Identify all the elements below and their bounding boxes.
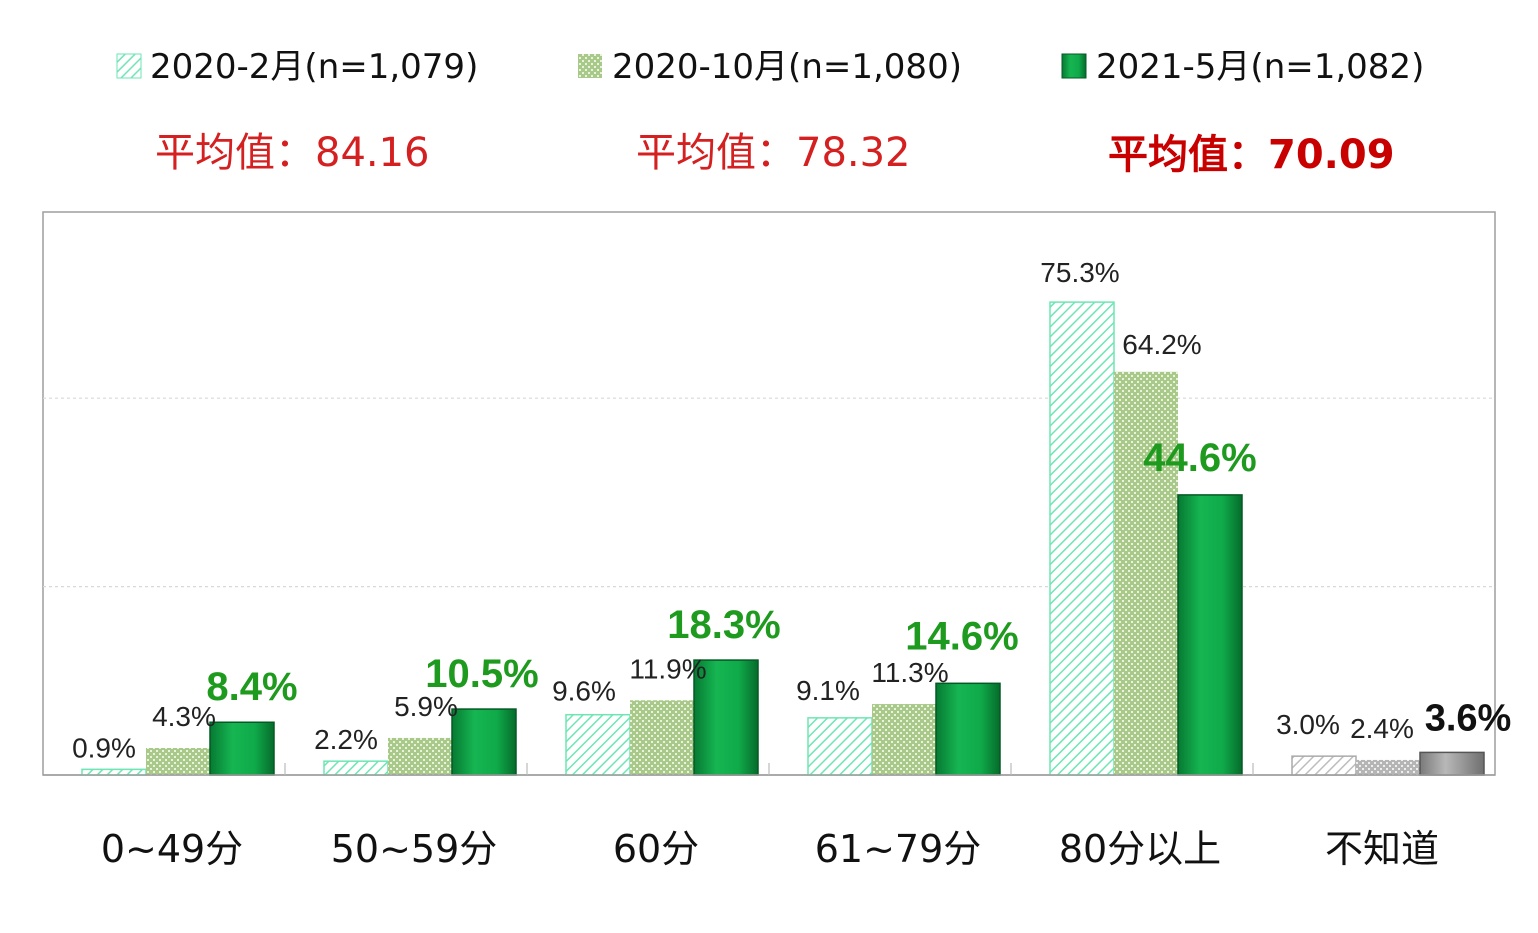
value-label-3-4: 14.6% bbox=[905, 614, 1018, 658]
bars bbox=[81, 301, 1485, 776]
value-label-3-3: 18.3% bbox=[667, 603, 780, 647]
value-label-2-1: 4.3% bbox=[152, 701, 216, 732]
bar-1-3 bbox=[565, 713, 631, 776]
gridlines bbox=[43, 397, 1495, 588]
bar-3-1 bbox=[209, 721, 275, 776]
value-label-1-1: 0.9% bbox=[72, 732, 136, 763]
value-label-2-5: 64.2% bbox=[1122, 329, 1201, 360]
value-label-1-6: 3.0% bbox=[1276, 709, 1340, 740]
bar-1-5 bbox=[1049, 301, 1115, 776]
legend: 2020-2月(n=1,079) 2020-10月(n=1,080) 2021-… bbox=[116, 47, 1424, 87]
category-label-5: 80分以上 bbox=[1059, 827, 1221, 871]
legend-label-2: 2020-10月(n=1,080) bbox=[612, 47, 962, 87]
legend-swatch-dots bbox=[578, 54, 602, 78]
category-labels: 0~49分 50~59分 60分 61~79分 80分以上 不知道 bbox=[101, 827, 1439, 871]
value-label-2-3: 11.9% bbox=[629, 653, 706, 684]
bar-2-1 bbox=[146, 747, 210, 775]
value-label-2-2: 5.9% bbox=[394, 691, 458, 722]
average-1: 平均值：84.16 bbox=[155, 130, 430, 176]
average-3: 平均值：70.09 bbox=[1108, 132, 1395, 178]
value-label-3-2: 10.5% bbox=[425, 652, 538, 696]
bar-1-2 bbox=[323, 760, 389, 776]
average-2: 平均值：78.32 bbox=[636, 130, 911, 176]
bar-3-2 bbox=[451, 708, 517, 776]
value-label-1-2: 2.2% bbox=[314, 724, 378, 755]
bar-3-6 bbox=[1419, 751, 1485, 776]
bar-1-1 bbox=[81, 768, 147, 776]
legend-item-3: 2021-5月(n=1,082) bbox=[1061, 47, 1424, 87]
legend-swatch-hatch bbox=[116, 53, 142, 79]
value-label-2-6: 2.4% bbox=[1350, 713, 1414, 744]
value-label-1-4: 9.1% bbox=[796, 675, 860, 706]
value-label-3-6: 3.6% bbox=[1425, 697, 1512, 739]
bar-3-4 bbox=[935, 682, 1001, 776]
value-label-2-4: 11.3% bbox=[871, 657, 948, 688]
legend-item-2: 2020-10月(n=1,080) bbox=[578, 47, 962, 87]
x-axis-ticks bbox=[284, 763, 1254, 775]
value-label-1-3: 9.6% bbox=[552, 676, 616, 707]
value-label-3-5: 44.6% bbox=[1143, 436, 1256, 480]
legend-label-3: 2021-5月(n=1,082) bbox=[1096, 47, 1424, 87]
value-label-3-1: 8.4% bbox=[206, 665, 297, 709]
category-label-1: 0~49分 bbox=[101, 827, 243, 871]
bar-1-6 bbox=[1291, 755, 1357, 776]
bar-2-5 bbox=[1114, 371, 1178, 775]
category-label-3: 60分 bbox=[613, 827, 699, 871]
bar-2-4 bbox=[872, 704, 936, 775]
legend-swatch-solid bbox=[1061, 53, 1087, 79]
value-label-1-5: 75.3% bbox=[1040, 257, 1119, 288]
averages: 平均值：84.16 平均值：78.32 平均值：70.09 bbox=[155, 130, 1395, 178]
legend-label-1: 2020-2月(n=1,079) bbox=[150, 47, 478, 87]
bar-2-3 bbox=[630, 700, 694, 775]
plot-area bbox=[42, 211, 1496, 776]
bar-2-6 bbox=[1356, 759, 1420, 775]
value-labels: 0.9% 4.3%8.4% 2.2% 5.9%10.5% 9.6% 11.9% 18.3% 9… bbox=[72, 257, 1511, 763]
legend-item-1: 2020-2月(n=1,079) bbox=[116, 47, 478, 87]
category-label-2: 50~59分 bbox=[331, 827, 498, 871]
bar-1-4 bbox=[807, 717, 873, 776]
bar-2-2 bbox=[388, 737, 452, 775]
category-label-6: 不知道 bbox=[1325, 827, 1439, 871]
category-label-4: 61~79分 bbox=[815, 827, 982, 871]
bar-3-5 bbox=[1177, 494, 1243, 776]
